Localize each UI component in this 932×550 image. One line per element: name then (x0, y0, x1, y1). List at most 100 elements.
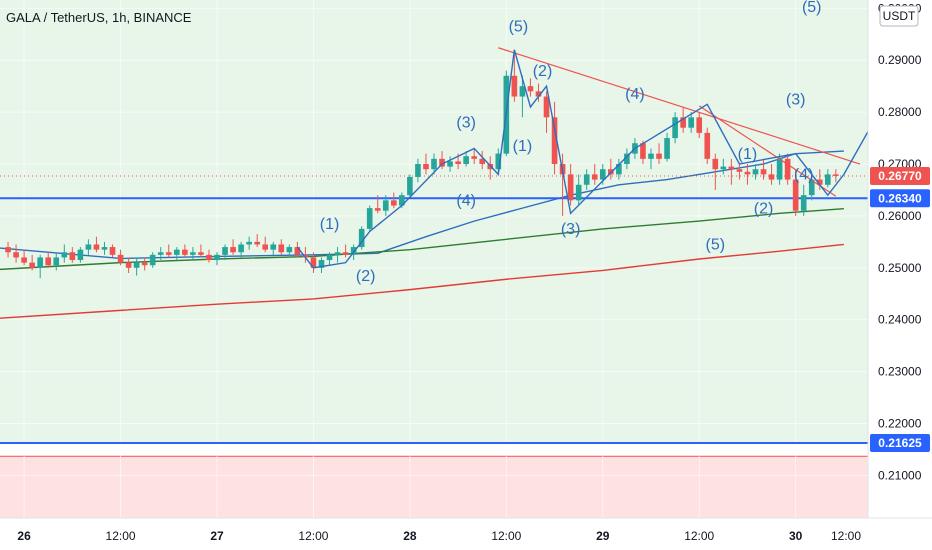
wave-label: (3) (456, 115, 476, 132)
candle-body (776, 158, 783, 180)
candle-body (736, 169, 743, 172)
candle-body (407, 176, 413, 196)
candle-body (238, 244, 244, 253)
candle-body (648, 153, 654, 159)
wave-label: (1) (320, 216, 340, 233)
candle-body (656, 153, 662, 159)
wave-label: (5) (706, 237, 726, 254)
candle-body (471, 156, 477, 159)
trendline (698, 105, 837, 197)
candlesticks (5, 49, 839, 279)
price-label-box (870, 189, 930, 208)
candle-body (591, 174, 598, 180)
wave-label: (5) (802, 0, 822, 16)
candle-body (318, 260, 325, 268)
candle-body (704, 132, 711, 159)
candle-body (535, 91, 542, 97)
candle-body (744, 171, 751, 175)
candle-body (399, 195, 405, 206)
candle-body (182, 249, 188, 255)
candle-body (728, 166, 735, 170)
candle-body (326, 254, 333, 261)
candle-body (101, 247, 108, 250)
price-label-box (870, 166, 930, 185)
candle-body (382, 200, 389, 211)
candle-body (680, 117, 686, 128)
candle-body (69, 252, 76, 261)
price-tick-label: 0.28000 (878, 105, 922, 119)
wave-label: (1) (738, 146, 758, 163)
price-tick-label: 0.22000 (878, 417, 922, 431)
candle-body (784, 158, 791, 180)
candle-body (543, 96, 550, 118)
candle-body (688, 117, 694, 128)
wave-label: (4) (794, 167, 814, 184)
time-tick-label: 26 (17, 529, 31, 543)
price-label-box (870, 433, 930, 452)
wave-label: (4) (456, 193, 476, 210)
candle-body (527, 86, 534, 92)
time-tick-label: 30 (789, 529, 803, 543)
candle-body (149, 254, 156, 266)
horizontal-levels (0, 175, 868, 444)
candle-body (752, 169, 759, 175)
candle-body (825, 174, 831, 185)
candle-body (423, 164, 429, 170)
candle-body (133, 262, 140, 268)
candle-body (439, 158, 445, 167)
chart-title: GALA / TetherUS, 1h, BINANCE (6, 10, 192, 25)
wave-label: (3) (561, 221, 581, 238)
trendline (498, 47, 861, 165)
candle-body (21, 257, 27, 263)
candle-body (85, 244, 92, 250)
candle-body (254, 241, 260, 245)
candle-body (800, 195, 807, 211)
price-tick-label: 0.23000 (878, 365, 922, 379)
candle-body (198, 252, 204, 255)
candle-body (61, 252, 68, 258)
moving-average-3 (0, 243, 844, 319)
candle-body (157, 252, 164, 255)
candle-body (286, 247, 293, 253)
candle-body (13, 252, 19, 258)
candle-body (833, 174, 839, 176)
candle-body (495, 153, 502, 170)
candle-body (141, 262, 148, 266)
candle-body (696, 117, 703, 133)
time-tick-label: 12:00 (491, 529, 521, 543)
zone-red (0, 456, 868, 518)
candle-body (125, 262, 132, 268)
candle-body (310, 257, 317, 268)
candle-body (334, 252, 341, 255)
candle-body (5, 247, 11, 253)
wave-labels: (1) (2) (3) (4) (5) (1) (2) (3) (4) (5) (1) (2) (3) (… (320, 0, 822, 285)
candle-body (431, 158, 437, 170)
wave-label: (3) (786, 91, 806, 108)
elliott-wave-path (296, 0, 909, 269)
candle-body (342, 252, 349, 255)
wave-path-line (296, 0, 909, 269)
price-axis-panel (868, 0, 932, 518)
price-axis-ticks: 0.21000 0.22000 0.23000 0.24000 0.25000 0.260… (878, 1, 922, 482)
candle-body (214, 254, 220, 261)
time-axis-panel (0, 518, 932, 550)
candle-body (246, 241, 252, 245)
time-tick-label: 12:00 (684, 529, 714, 543)
candle-body (511, 75, 518, 97)
currency-badge[interactable] (879, 5, 919, 27)
time-tick-label: 28 (403, 529, 417, 543)
candle-body (808, 179, 815, 196)
candle-body (760, 169, 767, 175)
candle-body (358, 228, 365, 248)
candle-body (294, 247, 301, 255)
candle-body (391, 200, 397, 206)
moving-average-2 (0, 207, 844, 271)
time-tick-label: 27 (210, 529, 224, 543)
candle-body (374, 208, 381, 211)
price-tick-label: 0.25000 (878, 261, 922, 275)
candle-body (792, 179, 799, 211)
candle-body (270, 244, 277, 250)
candle-body (117, 254, 124, 263)
candle-body (350, 247, 357, 255)
